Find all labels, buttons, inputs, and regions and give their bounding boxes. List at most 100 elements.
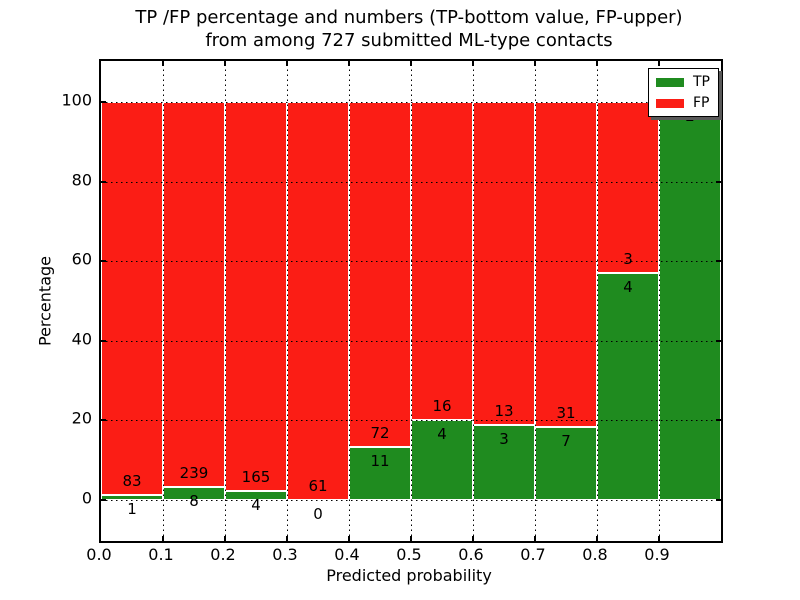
bar-fp-segment [225, 102, 287, 491]
bar-fp-count-label: 31 [556, 403, 576, 422]
x-tick-mark [596, 61, 598, 66]
x-tick-label: 0.5 [396, 545, 422, 564]
bar-fp-segment [473, 102, 535, 426]
legend-item-fp: FP [656, 96, 710, 110]
bar-fp-count-label: 83 [122, 472, 142, 491]
bar-tp-count-label: 4 [251, 495, 261, 514]
bar-tp-count-label: 8 [189, 492, 199, 511]
x-tick-label: 0.9 [644, 545, 670, 564]
y-tick-mark [101, 499, 106, 501]
x-tick-mark [534, 536, 536, 541]
bar-fp-count-label: 3 [623, 249, 633, 268]
chart-title-line2: from among 727 submitted ML-type contact… [205, 30, 613, 51]
x-tick-label: 0.3 [272, 545, 298, 564]
y-tick-mark [716, 260, 721, 263]
bar-fp-segment [163, 102, 225, 488]
bar-fp-count-label: 239 [179, 464, 209, 483]
bar-fp-segment [287, 102, 349, 500]
bar-tp-count-label: 7 [561, 431, 571, 450]
bar-tp-count-label: 0 [313, 505, 323, 523]
bar-tp-segment [535, 426, 597, 500]
x-tick-label: 0.6 [458, 545, 484, 564]
x-tick-label: 0.1 [148, 545, 174, 564]
x-tick-mark [162, 536, 164, 541]
grid-line-x [535, 61, 536, 541]
x-tick-mark [224, 536, 226, 541]
x-axis-label: Predicted probability [326, 566, 492, 585]
legend: TP FP [648, 68, 719, 117]
x-tick-mark [348, 61, 350, 66]
x-tick-mark [472, 61, 474, 66]
y-tick-mark [716, 180, 721, 183]
y-tick-label: 40 [71, 329, 92, 349]
y-tick-mark [101, 260, 106, 263]
x-tick-mark [286, 61, 288, 66]
x-tick-mark [472, 536, 474, 541]
grid-line-x [411, 61, 412, 541]
grid-line-x [597, 61, 598, 541]
bar-tp-segment [659, 102, 721, 500]
legend-item-tp: TP [656, 75, 710, 89]
x-tick-label: 0.4 [334, 545, 360, 564]
y-tick-mark [101, 180, 106, 183]
x-tick-mark [224, 61, 226, 66]
x-tick-label: 0.2 [210, 545, 236, 564]
bar-tp-segment [597, 272, 659, 500]
bar-fp-segment [349, 102, 411, 448]
x-tick-label: 0.8 [582, 545, 608, 564]
bar-tp-segment [349, 447, 411, 500]
legend-label-fp: FP [693, 95, 710, 111]
y-tick-mark [716, 419, 721, 422]
bar-tp-count-label: 4 [623, 277, 633, 296]
grid-line-x [225, 61, 226, 541]
x-tick-mark [162, 61, 164, 66]
x-tick-mark [534, 61, 536, 66]
y-tick-label: 80 [71, 170, 92, 190]
grid-line-x [473, 61, 474, 541]
legend-swatch-tp [656, 77, 684, 87]
x-tick-label: 0.0 [86, 545, 112, 564]
bar-fp-count-label: 13 [494, 402, 514, 421]
y-axis-label: Percentage [35, 255, 55, 347]
y-tick-mark [101, 101, 106, 103]
y-tick-mark [716, 339, 721, 342]
y-tick-label: 100 [61, 90, 92, 110]
y-tick-mark [101, 339, 106, 342]
bar-fp-segment [535, 102, 597, 427]
legend-label-tp: TP [693, 74, 710, 90]
grid-line-x [659, 61, 660, 541]
bar-tp-count-label: 3 [499, 430, 509, 449]
chart-title: TP /FP percentage and numbers (TP-bottom… [99, 6, 719, 52]
bar-fp-count-label: 72 [370, 424, 390, 443]
plot-area: 8312398165461072111641333173402TPFP [99, 59, 723, 543]
bar-tp-count-label: 11 [370, 452, 390, 471]
bar-tp-segment [473, 425, 535, 500]
bar-tp-count-label: 1 [127, 500, 137, 519]
chart-title-line1: TP /FP percentage and numbers (TP-bottom… [135, 7, 683, 28]
x-tick-mark [286, 536, 288, 541]
y-tick-label: 60 [71, 249, 92, 269]
bar-tp-count-label: 4 [437, 425, 447, 444]
y-tick-mark [716, 499, 721, 501]
x-tick-mark [658, 536, 660, 541]
x-tick-mark [596, 536, 598, 541]
y-tick-label: 0 [81, 488, 92, 508]
x-tick-mark [348, 536, 350, 541]
grid-line-x [349, 61, 350, 541]
y-tick-mark [101, 419, 106, 422]
x-tick-mark [658, 61, 660, 66]
bar-fp-count-label: 165 [241, 467, 271, 486]
bar-fp-segment [597, 102, 659, 273]
bar-tp-segment [101, 495, 163, 500]
grid-line-x [287, 61, 288, 541]
legend-swatch-fp [656, 98, 684, 108]
y-tick-label: 20 [71, 408, 92, 428]
x-tick-mark [410, 536, 412, 541]
x-tick-label: 0.7 [520, 545, 546, 564]
x-tick-mark [410, 61, 412, 66]
grid-line-x [163, 61, 164, 541]
bar-fp-count-label: 16 [432, 397, 452, 416]
bar-fp-count-label: 61 [308, 477, 328, 495]
bar-fp-segment [101, 102, 163, 496]
